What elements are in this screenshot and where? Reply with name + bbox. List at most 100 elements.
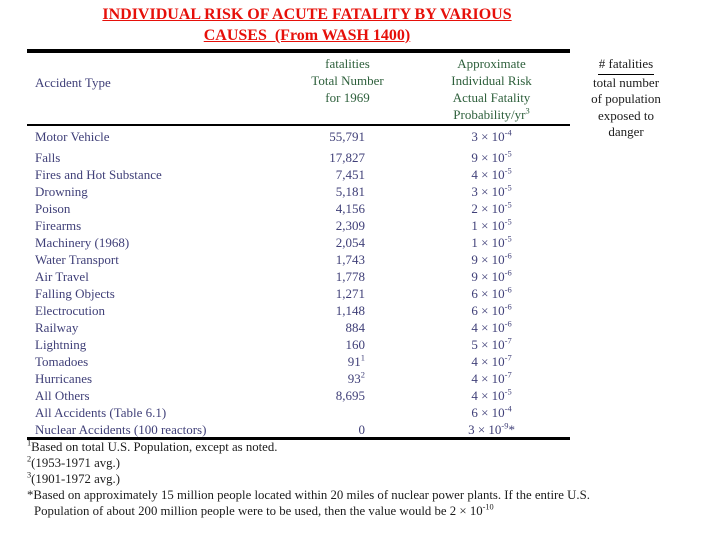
fatalities-cell: 7,451	[335, 167, 365, 182]
footnote: 1Based on total U.S. Population, except …	[27, 438, 278, 454]
accident-type-cell: Lightning	[35, 337, 87, 352]
risk-cell: 3 × 10-5	[471, 182, 512, 199]
fatalities-cell: 932	[347, 369, 365, 386]
risk-cell: 4 × 10-7	[471, 369, 512, 386]
header-total-number: fatalities Total Number for 1969	[270, 55, 425, 123]
footnotes: 1Based on total U.S. Population, except …	[27, 438, 593, 520]
fatalities-cell: 884	[345, 320, 366, 335]
accident-type-cell: Air Travel	[35, 269, 89, 284]
table-top-rule	[27, 49, 570, 53]
risk-cell: 6 × 10-6	[471, 284, 512, 301]
table-row: Air Travel 1,778 9 × 10-6	[27, 268, 570, 285]
footnote: 2(1953-1971 avg.)	[27, 454, 121, 470]
header-individual-risk-line1: Approximate	[457, 56, 526, 71]
accident-type-cell: Firearms	[35, 218, 82, 233]
header-individual-risk: Approximate Individual Risk Actual Fatal…	[425, 55, 570, 123]
accident-type-cell: All Accidents (Table 6.1)	[35, 405, 167, 420]
risk-cell: 1 × 10-5	[471, 233, 512, 250]
header-accident-type: Accident Type	[35, 75, 111, 90]
accident-type-cell: Fires and Hot Substance	[35, 167, 162, 182]
header-total-number-line2: Total Number	[311, 73, 384, 88]
header-total-number-line1: fatalities	[325, 56, 370, 71]
risk-cell: 6 × 10-6	[471, 301, 512, 318]
accident-type-cell: Falls	[35, 150, 61, 165]
accident-type-cell: Railway	[35, 320, 79, 335]
header-individual-risk-line2: Individual Risk	[451, 73, 532, 88]
table-row: Machinery (1968) 2,054 1 × 10-5	[27, 234, 570, 251]
fatalities-cell: 160	[345, 337, 366, 352]
fatalities-cell: 8,695	[335, 388, 365, 403]
table-row: All Accidents (Table 6.1) 6 × 10-4	[27, 404, 570, 421]
accident-type-cell: All Others	[35, 388, 90, 403]
slide-title-line2: CAUSES (From WASH 1400)	[203, 27, 411, 44]
risk-cell: 3 × 10-4	[471, 127, 512, 144]
table-body: Motor Vehicle 55,791 3 × 10-4 Falls 17,827 9 …	[27, 128, 570, 438]
fatalities-cell: 4,156	[335, 201, 365, 216]
fatalities-cell	[270, 404, 365, 421]
table-row: Drowning 5,181 3 × 10-5	[27, 183, 570, 200]
accident-type-cell: Hurricanes	[35, 371, 93, 386]
slide-title-line1: INDIVIDUAL RISK OF ACUTE FATALITY BY VAR…	[102, 6, 512, 23]
table-bottom-rule	[27, 437, 570, 440]
table-header-rule	[27, 124, 570, 126]
table-row: Electrocution 1,148 6 × 10-6	[27, 302, 570, 319]
fatalities-cell: 55,791	[329, 129, 365, 144]
table-row: Nuclear Accidents (100 reactors) 0 3 × 10-…	[27, 421, 570, 438]
fatalities-cell: 2,309	[335, 218, 365, 233]
table-row: Falls 17,827 9 × 10-5	[27, 149, 570, 166]
fatality-ratio-note: # fatalities total number of population …	[579, 56, 673, 141]
fatalities-cell: 1,271	[335, 286, 365, 301]
risk-cell: 4 × 10-7	[471, 352, 512, 369]
risk-cell: 3 × 10-9*	[468, 420, 515, 437]
fatalities-cell: 2,054	[335, 235, 365, 250]
risk-cell: 2 × 10-5	[471, 199, 512, 216]
footnote: *Based on approximately 15 million peopl…	[27, 487, 590, 518]
table-row: Tomadoes 911 4 × 10-7	[27, 353, 570, 370]
fatalities-cell: 1,778	[335, 269, 365, 284]
accident-type-cell: Electrocution	[35, 303, 106, 318]
header-individual-risk-line4: Probability/yr3	[453, 105, 530, 122]
slide-title: INDIVIDUAL RISK OF ACUTE FATALITY BY VAR…	[67, 4, 547, 46]
risk-cell: 4 × 10-6	[471, 318, 512, 335]
ratio-denominator-line3: exposed to	[598, 107, 654, 123]
table-row: Fires and Hot Substance 7,451 4 × 10-5	[27, 166, 570, 183]
accident-type-cell: Tomadoes	[35, 354, 89, 369]
header-total-number-line3: for 1969	[325, 90, 370, 105]
footnote: 3(1901-1972 avg.)	[27, 470, 121, 486]
fatalities-cell: 911	[347, 352, 365, 369]
accident-type-cell: Machinery (1968)	[35, 235, 130, 250]
risk-cell: 9 × 10-5	[471, 148, 512, 165]
accident-type-cell: Poison	[35, 201, 71, 216]
fatalities-cell: 5,181	[335, 184, 365, 199]
fatalities-cell: 17,827	[329, 150, 365, 165]
table-row: Railway 884 4 × 10-6	[27, 319, 570, 336]
accident-type-cell: Water Transport	[35, 252, 119, 267]
accident-type-cell: Nuclear Accidents (100 reactors)	[35, 422, 207, 437]
accident-type-cell: Motor Vehicle	[35, 129, 110, 144]
table-header: Accident Type fatalities Total Number fo…	[27, 55, 570, 123]
risk-cell: 9 × 10-6	[471, 267, 512, 284]
accident-type-cell: Falling Objects	[35, 286, 115, 301]
risk-cell: 1 × 10-5	[471, 216, 512, 233]
risk-cell: 4 × 10-5	[471, 165, 512, 182]
ratio-denominator-line4: danger	[608, 124, 644, 139]
table-row: Poison 4,156 2 × 10-5	[27, 200, 570, 217]
ratio-numerator: # fatalities	[597, 56, 655, 75]
table-row: All Others 8,695 4 × 10-5	[27, 387, 570, 404]
table-row: Firearms 2,309 1 × 10-5	[27, 217, 570, 234]
ratio-denominator-line1: total number	[592, 74, 660, 90]
ratio-denominator-line2: of population	[591, 91, 661, 106]
table-row: Lightning 160 5 × 10-7	[27, 336, 570, 353]
accident-type-cell: Drowning	[35, 184, 88, 199]
table-row: Water Transport 1,743 9 × 10-6	[27, 251, 570, 268]
header-individual-risk-line3: Actual Fatality	[452, 90, 531, 105]
risk-cell: 9 × 10-6	[471, 250, 512, 267]
fatalities-cell: 1,743	[335, 252, 365, 267]
fatalities-cell: 1,148	[335, 303, 365, 318]
risk-cell: 4 × 10-5	[471, 386, 512, 403]
risk-cell: 5 × 10-7	[471, 335, 512, 352]
risk-cell: 6 × 10-4	[471, 403, 512, 420]
table-row: Falling Objects 1,271 6 × 10-6	[27, 285, 570, 302]
table-row: Hurricanes 932 4 × 10-7	[27, 370, 570, 387]
fatalities-cell: 0	[358, 422, 366, 437]
